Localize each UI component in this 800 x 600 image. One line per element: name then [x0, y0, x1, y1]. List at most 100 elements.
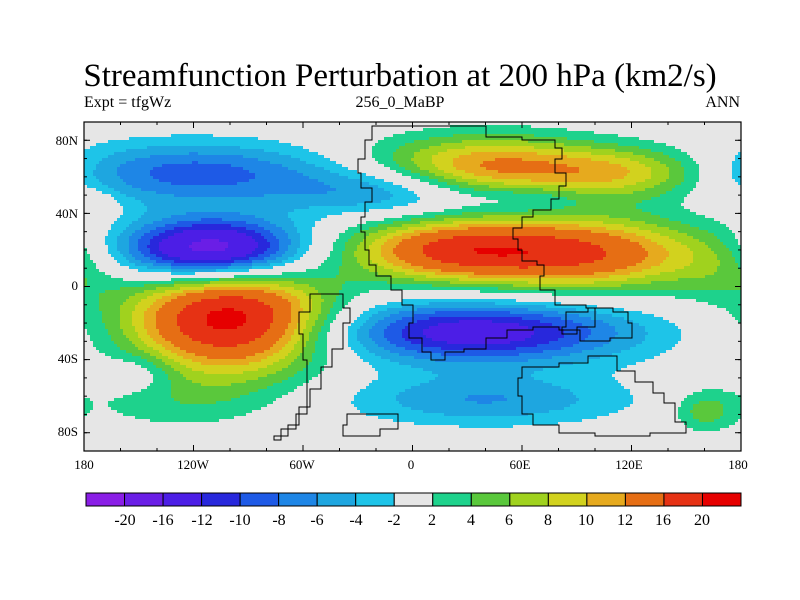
field-cell: [258, 188, 262, 192]
field-cell: [111, 137, 115, 141]
field-cell: [486, 182, 490, 186]
field-cell: [417, 143, 421, 147]
field-cell: [336, 173, 340, 177]
field-cell: [288, 167, 292, 171]
field-cell: [219, 164, 223, 168]
field-cell: [168, 161, 172, 165]
field-cell: [435, 176, 439, 180]
field-cell: [246, 134, 250, 138]
field-cell: [111, 122, 115, 126]
field-cell: [330, 182, 334, 186]
field-cell: [249, 185, 253, 189]
field-cell: [600, 146, 604, 150]
field-cell: [363, 137, 367, 141]
field-cell: [384, 182, 388, 186]
field-cell: [249, 188, 253, 192]
field-cell: [312, 122, 316, 126]
field-cell: [588, 122, 592, 126]
field-cell: [615, 146, 619, 150]
field-cell: [540, 161, 544, 165]
field-cell: [123, 143, 127, 147]
field-cell: [219, 125, 223, 129]
field-cell: [177, 131, 181, 135]
field-cell: [615, 122, 619, 126]
field-cell: [390, 134, 394, 138]
field-cell: [504, 128, 508, 132]
field-cell: [252, 131, 256, 135]
field-cell: [483, 128, 487, 132]
field-cell: [213, 161, 217, 165]
field-cell: [726, 134, 730, 138]
field-cell: [711, 140, 715, 144]
field-cell: [666, 167, 670, 171]
field-cell: [138, 158, 142, 162]
field-cell: [531, 170, 535, 174]
field-cell: [471, 176, 475, 180]
field-cell: [570, 155, 574, 159]
field-cell: [312, 176, 316, 180]
field-cell: [483, 188, 487, 192]
field-cell: [510, 167, 514, 171]
field-cell: [537, 185, 541, 189]
field-cell: [504, 131, 508, 135]
field-cell: [438, 176, 442, 180]
field-cell: [177, 146, 181, 150]
field-cell: [624, 167, 628, 171]
field-cell: [297, 134, 301, 138]
field-cell: [726, 143, 730, 147]
field-cell: [261, 161, 265, 165]
field-cell: [561, 161, 565, 165]
field-cell: [210, 155, 214, 159]
field-cell: [411, 152, 415, 156]
field-cell: [201, 158, 205, 162]
field-cell: [144, 155, 148, 159]
field-cell: [465, 158, 469, 162]
field-cell: [636, 152, 640, 156]
field-cell: [537, 164, 541, 168]
field-cell: [381, 149, 385, 153]
field-cell: [312, 185, 316, 189]
field-cell: [237, 182, 241, 186]
field-cell: [195, 161, 199, 165]
field-cell: [441, 143, 445, 147]
field-cell: [348, 161, 352, 165]
field-cell: [240, 140, 244, 144]
field-cell: [471, 170, 475, 174]
field-cell: [141, 143, 145, 147]
field-cell: [129, 173, 133, 177]
field-cell: [426, 158, 430, 162]
field-cell: [195, 176, 199, 180]
field-cell: [234, 152, 238, 156]
field-cell: [372, 131, 376, 135]
field-cell: [210, 131, 214, 135]
field-cell: [291, 179, 295, 183]
field-cell: [153, 176, 157, 180]
field-cell: [702, 128, 706, 132]
field-cell: [285, 134, 289, 138]
field-cell: [489, 188, 493, 192]
field-cell: [192, 158, 196, 162]
field-cell: [510, 173, 514, 177]
field-cell: [138, 185, 142, 189]
field-cell: [492, 182, 496, 186]
field-cell: [222, 155, 226, 159]
field-cell: [663, 179, 667, 183]
field-cell: [426, 131, 430, 135]
field-cell: [474, 137, 478, 141]
field-cell: [264, 182, 268, 186]
field-cell: [165, 152, 169, 156]
field-cell: [387, 137, 391, 141]
field-cell: [711, 155, 715, 159]
field-cell: [531, 128, 535, 132]
field-cell: [147, 125, 151, 129]
field-cell: [507, 149, 511, 153]
field-cell: [141, 188, 145, 192]
field-cell: [336, 128, 340, 132]
field-cell: [486, 173, 490, 177]
field-cell: [303, 176, 307, 180]
field-cell: [465, 155, 469, 159]
field-cell: [597, 188, 601, 192]
field-cell: [240, 134, 244, 138]
field-cell: [600, 179, 604, 183]
field-cell: [156, 164, 160, 168]
